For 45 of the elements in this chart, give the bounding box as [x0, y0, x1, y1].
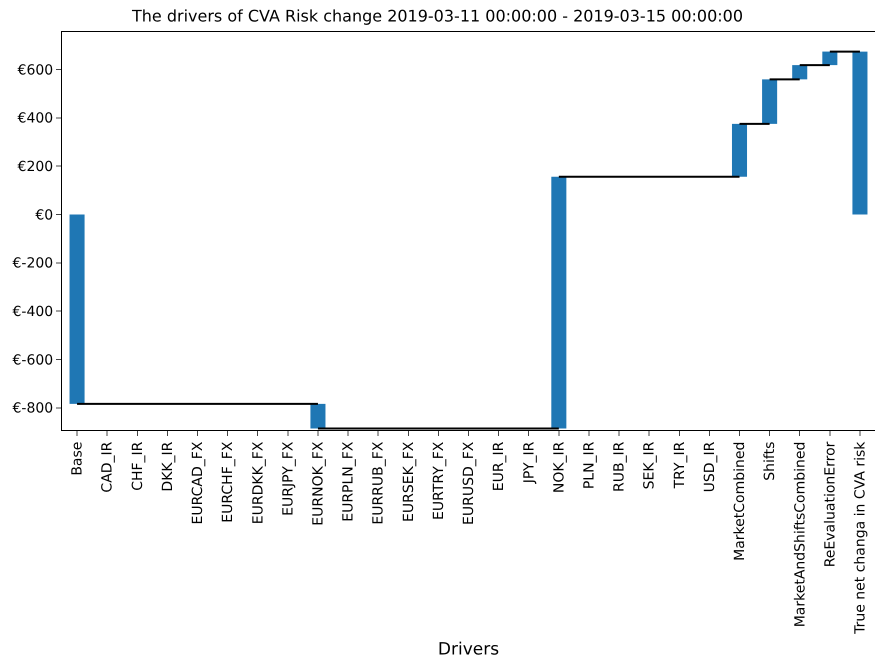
- x-tick-label: CAD_IR: [100, 441, 116, 493]
- y-tick-label: €-800: [12, 400, 54, 417]
- x-tick-label: JPY_IR: [521, 441, 538, 484]
- y-tick-label: €-600: [12, 352, 54, 368]
- y-tick-label: €-200: [12, 256, 54, 272]
- x-tick-label: EURJPY_FX: [280, 441, 296, 516]
- x-tick-label: Shifts: [762, 442, 778, 481]
- y-tick-label: €400: [18, 110, 54, 127]
- x-tick-label: EURDKK_FX: [250, 441, 266, 524]
- x-tick-label: USD_IR: [702, 441, 718, 492]
- x-tick-label: MarketCombined: [732, 442, 748, 561]
- y-tick-label: €0: [35, 207, 54, 224]
- y-tick-label: €600: [18, 62, 54, 78]
- chart-title: The drivers of CVA Risk change 2019-03-11 00:00:00 - 2019-03-15 00:00:00: [131, 6, 743, 26]
- x-tick-label: EURCAD_FX: [190, 441, 206, 525]
- bar: [852, 52, 868, 214]
- x-tick-label: CHF_IR: [130, 441, 146, 491]
- x-tick-label: EURTRY_FX: [430, 441, 447, 520]
- bar: [822, 52, 838, 66]
- x-tick-label: Base: [70, 442, 86, 476]
- x-tick-label: True net changa in CVA risk: [852, 440, 868, 635]
- x-tick-label: EURCHF_FX: [220, 441, 236, 523]
- x-tick-label: DKK_IR: [160, 441, 176, 492]
- x-tick-label: EURSEK_FX: [400, 441, 417, 522]
- bar: [310, 404, 326, 429]
- bar: [732, 124, 748, 177]
- x-tick-label: RUB_IR: [612, 441, 628, 492]
- bar: [551, 176, 566, 429]
- x-tick-label: EURNOK_FX: [310, 441, 326, 526]
- x-tick-label: ReEvaluationError: [822, 441, 838, 568]
- x-tick-label: EUR_IR: [491, 441, 508, 492]
- y-tick-label: €200: [18, 159, 54, 176]
- x-tick-label: PLN_IR: [581, 441, 598, 490]
- x-tick-label: MarketAndShiftsCombined: [792, 442, 808, 628]
- x-axis-title: Drivers: [438, 639, 500, 660]
- bar: [792, 65, 808, 80]
- y-tick-label: €-400: [12, 304, 54, 320]
- x-tick-label: EURRUB_FX: [370, 441, 387, 525]
- x-tick-label: TRY_IR: [672, 441, 688, 490]
- x-tick-label: EURPLN_FX: [340, 441, 357, 522]
- x-tick-label: SEK_IR: [642, 441, 658, 490]
- x-tick-label: NOK_IR: [551, 441, 568, 494]
- bar: [762, 79, 778, 124]
- bar: [70, 214, 85, 404]
- x-tick-label: EURUSD_FX: [461, 441, 478, 525]
